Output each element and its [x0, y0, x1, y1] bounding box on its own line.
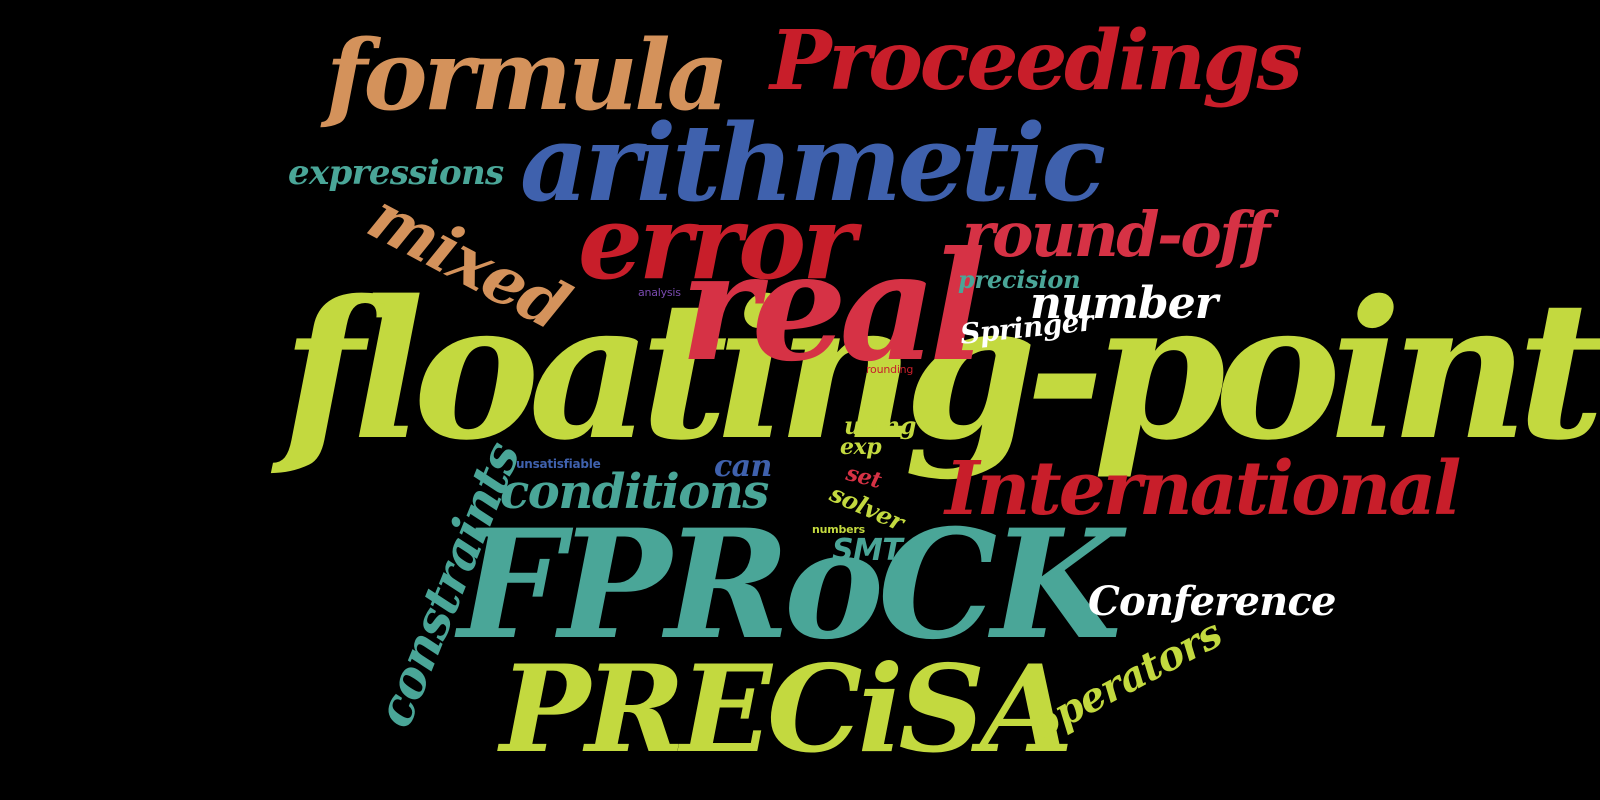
- word-international: International: [945, 446, 1461, 532]
- word-proceedings: Proceedings: [770, 13, 1303, 109]
- word-real: real: [680, 219, 986, 395]
- word-numbers: numbers: [812, 523, 865, 536]
- word-round-off: round-off: [962, 198, 1270, 271]
- word-formula: formula: [326, 19, 729, 132]
- word-conference: Conference: [1088, 578, 1336, 625]
- word-conditions: conditions: [500, 464, 769, 520]
- word-rounding: rounding: [866, 363, 914, 376]
- word-precisa: PRECiSA: [500, 639, 1073, 780]
- word-unsatisfiable: unsatisfiable: [516, 457, 601, 471]
- word-analysis: analysis: [638, 286, 681, 299]
- word-precision: precision: [958, 265, 1081, 294]
- word-arithmetic: arithmetic: [520, 100, 1106, 225]
- word-exp: exp: [840, 434, 882, 460]
- word-fprock: FPRoCK: [458, 497, 1122, 673]
- word-error: error: [578, 183, 856, 303]
- word-can: can: [714, 449, 772, 484]
- word-expressions: expressions: [288, 153, 504, 193]
- word-number: number: [1030, 278, 1218, 329]
- word-floating-point: floating-point: [282, 259, 1600, 482]
- word-smt: SMT: [832, 533, 903, 568]
- word-using: using: [844, 411, 916, 440]
